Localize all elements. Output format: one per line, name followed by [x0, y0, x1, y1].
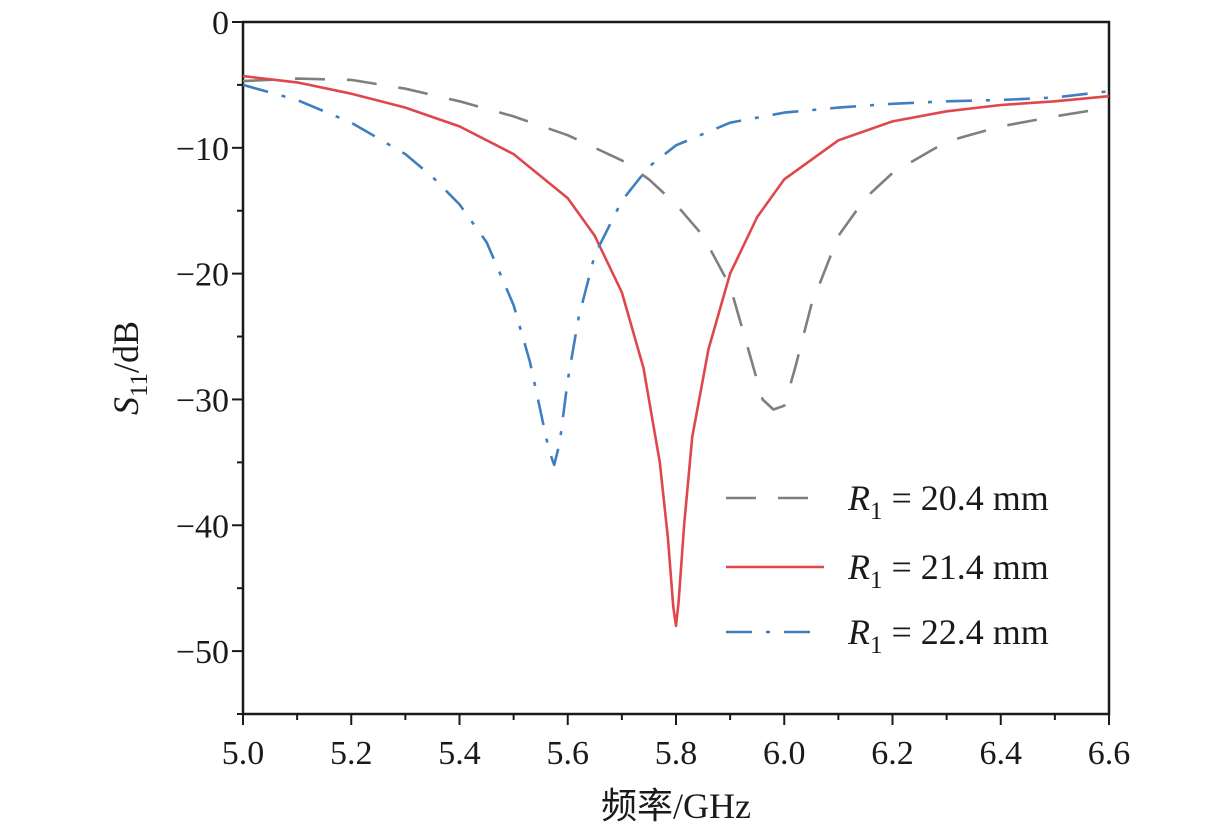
- legend-var: R: [847, 547, 870, 587]
- x-tick-label: 6.4: [980, 735, 1023, 772]
- series-layer: [242, 74, 1110, 628]
- series-line-2: [242, 74, 1110, 628]
- y-tick-label: −50: [176, 634, 229, 671]
- legend-sub: 1: [870, 632, 883, 659]
- legend-sub: 1: [870, 567, 883, 594]
- x-tick-label: 6.6: [1088, 735, 1131, 772]
- legend-label-1: R1 = 20.4 mm: [847, 478, 1049, 525]
- legend-value: = 22.4 mm: [883, 612, 1049, 652]
- x-axis-title: 频率/GHz: [601, 786, 751, 826]
- legend-label-2: R1 = 21.4 mm: [847, 547, 1049, 594]
- legend-label-3: R1 = 22.4 mm: [847, 612, 1049, 659]
- series-line-3: [242, 83, 1110, 467]
- y-tick-label: −10: [176, 131, 229, 168]
- x-tick-label: 5.6: [547, 735, 590, 772]
- y-axis-title: S11/dB: [106, 321, 153, 415]
- legend-value: = 21.4 mm: [883, 547, 1049, 587]
- y-tick-label: −30: [176, 382, 229, 419]
- x-tick-label: 5.4: [438, 735, 481, 772]
- legend-var: R: [847, 478, 870, 518]
- x-tick-label: 6.2: [871, 735, 914, 772]
- plot-area: [241, 20, 1111, 716]
- x-tick-label: 6.0: [763, 735, 806, 772]
- y-tick-label: 0: [212, 5, 229, 42]
- ticks-layer: 5.0 5.2 5.4 5.6 5.8 6.0 6.2 6.4 6.6 0 −10 −20 −30 −40…: [176, 5, 1130, 772]
- legend-sub: 1: [870, 498, 883, 525]
- y-axis-title-unit: /dB: [106, 321, 146, 373]
- y-axis-title-sub: 11: [126, 373, 153, 397]
- y-tick-label: −40: [176, 508, 229, 545]
- x-tick-label: 5.8: [655, 735, 698, 772]
- y-tick-label: −20: [176, 257, 229, 294]
- y-axis-title-var: S: [106, 397, 146, 415]
- series-line-1: [242, 77, 1110, 411]
- x-tick-label: 5.2: [330, 735, 373, 772]
- legend-var: R: [847, 612, 870, 652]
- plot-frame: [241, 20, 1111, 716]
- x-tick-label: 5.0: [222, 735, 265, 772]
- legend-value: = 20.4 mm: [883, 478, 1049, 518]
